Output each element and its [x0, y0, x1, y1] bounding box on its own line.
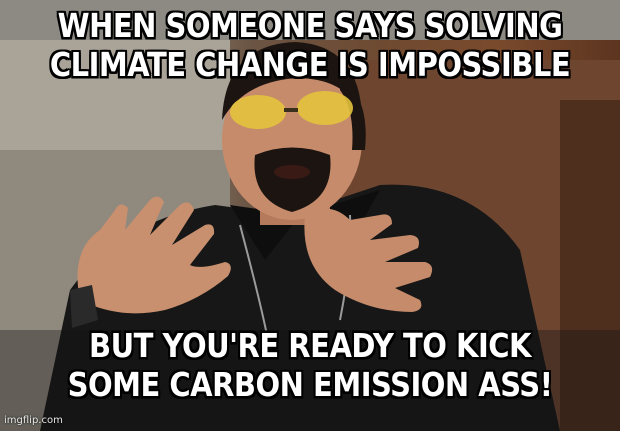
hair	[222, 42, 362, 120]
floor-shade	[0, 330, 620, 431]
left-wrist	[70, 285, 98, 328]
caption-top-line-2: CLIMATE CHANGE IS IMPOSSIBLE	[49, 45, 571, 85]
caption-top: WHEN SOMEONE SAYS SOLVING CLIMATE CHANGE…	[0, 6, 620, 84]
ceiling-strip	[0, 0, 620, 40]
caption-bottom: BUT YOU'RE READY TO KICK SOME CARBON EMI…	[0, 326, 620, 404]
caption-top-line-1: WHEN SOMEONE SAYS SOLVING	[57, 6, 563, 46]
caption-bottom-line-2: SOME CARBON EMISSION ASS!	[67, 365, 553, 405]
glasses-left-lens	[230, 95, 286, 129]
right-hand	[304, 208, 433, 312]
watermark: imgflip.com	[4, 415, 63, 426]
mouth	[274, 165, 310, 179]
glasses-bridge	[284, 108, 298, 112]
caption-bottom-line-1: BUT YOU'RE READY TO KICK	[88, 326, 532, 366]
glasses-right-lens	[297, 91, 353, 125]
goatee	[254, 147, 331, 212]
left-hand	[77, 196, 231, 314]
door-frame	[560, 100, 620, 431]
